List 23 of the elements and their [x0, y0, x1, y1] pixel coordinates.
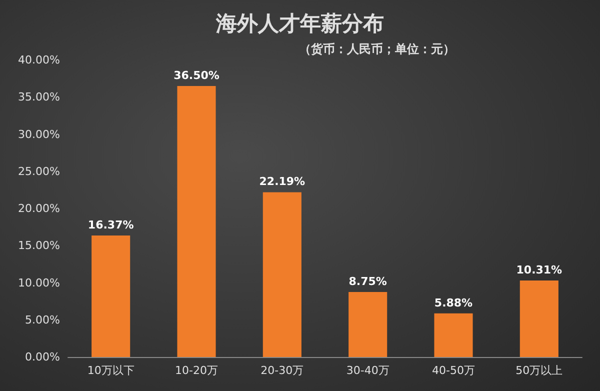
data-label: 36.50% — [174, 68, 220, 82]
x-tick-label: 10-20万 — [175, 364, 218, 377]
y-tick-label: 25.00% — [18, 164, 60, 178]
y-tick-label: 10.00% — [18, 276, 60, 290]
data-label: 10.31% — [516, 263, 562, 276]
y-tick-label: 40.00% — [18, 54, 60, 66]
chart-title: 海外人才年薪分布 — [215, 12, 384, 36]
data-label: 16.37% — [88, 218, 134, 232]
y-tick-label: 30.00% — [18, 128, 60, 141]
y-tick-label: 35.00% — [18, 90, 60, 104]
x-tick-label: 10万以下 — [87, 364, 134, 377]
data-label: 8.75% — [348, 275, 387, 288]
y-tick-label: 0.00% — [25, 350, 60, 364]
data-label: 5.88% — [434, 296, 473, 310]
data-label: 22.19% — [259, 175, 306, 188]
y-tick-label: 15.00% — [18, 239, 60, 252]
x-tick-label: 40-50万 — [432, 364, 475, 377]
x-tick-label: 30-40万 — [346, 364, 390, 377]
chart-subtitle: （货币：人民币；单位：元） — [299, 42, 455, 56]
y-tick-label: 20.00% — [18, 202, 60, 215]
y-tick-label: 5.00% — [25, 313, 60, 326]
x-tick-label: 20-30万 — [260, 364, 304, 377]
x-tick-label: 50万以上 — [516, 364, 563, 377]
